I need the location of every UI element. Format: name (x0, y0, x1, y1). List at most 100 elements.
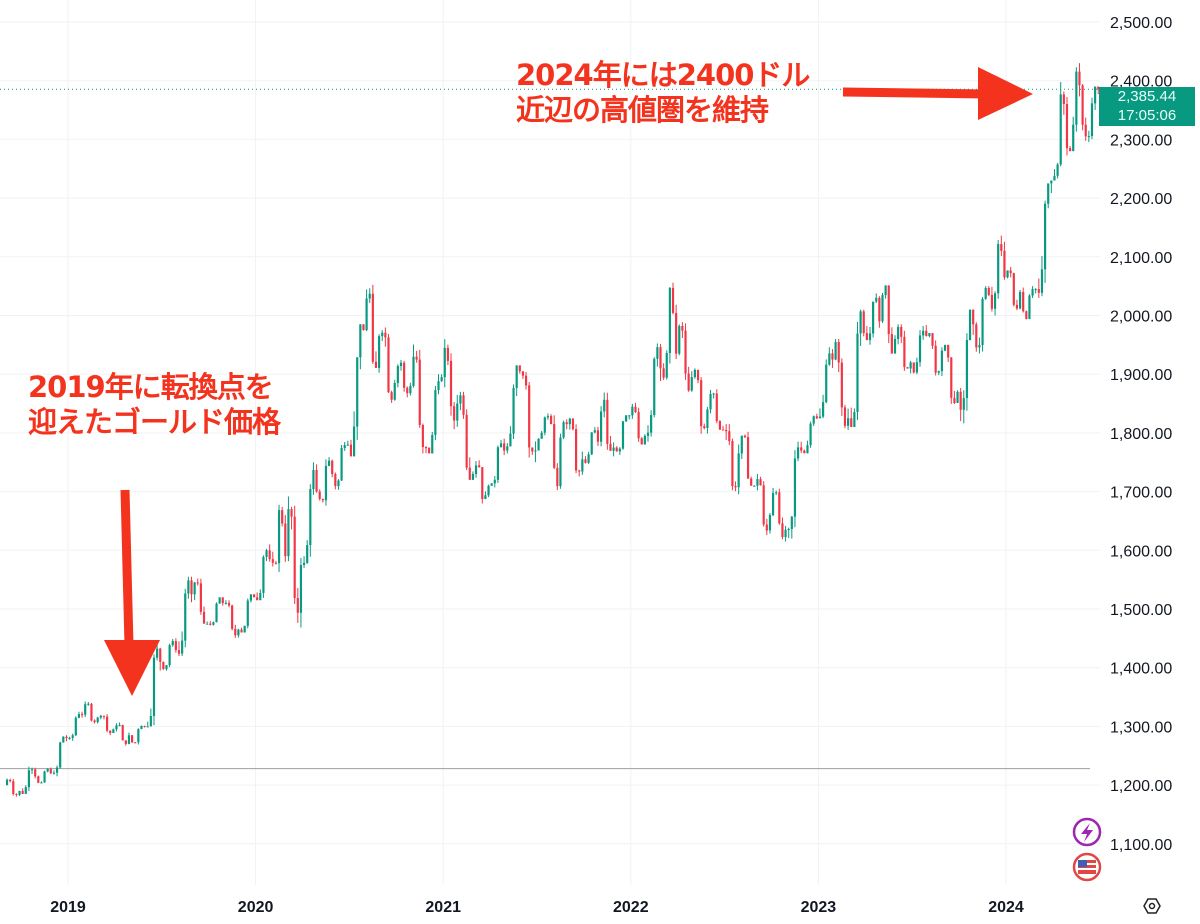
time-axis[interactable]: 2019 2020 2021 2022 2023 2024 (50, 899, 1024, 916)
candle (893, 338, 897, 354)
candle (231, 605, 234, 629)
candle (62, 736, 65, 743)
candle (12, 781, 15, 795)
candle (18, 790, 21, 795)
candle (771, 492, 775, 516)
candle (234, 628, 237, 636)
candle (984, 287, 987, 299)
candle (928, 333, 931, 337)
y-tick-label: 1,900.00 (1110, 367, 1172, 384)
candle (962, 398, 965, 410)
candle (459, 395, 462, 404)
candle (468, 467, 471, 480)
candle (665, 353, 668, 378)
candle (84, 704, 87, 715)
candle (221, 597, 224, 604)
candle (227, 602, 231, 606)
candle (878, 297, 881, 322)
candle (890, 334, 893, 354)
candle (1050, 180, 1053, 184)
candle (349, 444, 353, 457)
candle (202, 611, 206, 624)
candle (168, 645, 171, 666)
candle (947, 344, 950, 358)
candle (556, 467, 559, 487)
candle (212, 622, 215, 625)
candle (112, 729, 115, 733)
candle (493, 479, 496, 484)
candle (518, 365, 521, 372)
y-tick-label: 2,300.00 (1110, 132, 1172, 149)
x-tick-label: 2019 (50, 899, 86, 916)
candle (653, 358, 656, 415)
candle (900, 326, 903, 337)
candle (706, 409, 709, 429)
candle (296, 598, 299, 613)
candle (503, 443, 506, 451)
candle (918, 335, 922, 363)
candle (818, 416, 822, 419)
settings-hexagon-icon[interactable] (1143, 898, 1161, 914)
candle (243, 625, 246, 633)
candle (265, 550, 268, 557)
candle (440, 377, 443, 382)
y-tick-label: 2,200.00 (1110, 191, 1172, 208)
candle (728, 431, 731, 442)
x-tick-label: 2024 (988, 899, 1024, 916)
candle (55, 767, 59, 773)
candle (590, 432, 593, 455)
candle (281, 510, 284, 524)
price-axis[interactable]: 1,100.00 1,200.00 1,300.00 1,400.00 1,500.00… (1110, 15, 1172, 854)
y-tick-label: 2,000.00 (1110, 309, 1172, 326)
candle (834, 342, 837, 360)
x-tick-label: 2020 (238, 899, 274, 916)
candle (912, 362, 915, 373)
candle (384, 332, 387, 338)
candle (937, 371, 940, 373)
candle (543, 417, 546, 433)
candle (574, 429, 578, 471)
candle (181, 640, 184, 654)
candle (803, 450, 806, 454)
candle (546, 416, 550, 418)
candle (553, 424, 556, 468)
candle (781, 523, 784, 538)
lightning-icon[interactable] (1072, 817, 1102, 847)
candle (790, 516, 793, 529)
candle (646, 432, 650, 436)
candle (853, 412, 856, 428)
candle (434, 390, 437, 435)
candle (690, 377, 693, 391)
candle (775, 492, 778, 494)
y-tick-label: 1,200.00 (1110, 778, 1172, 795)
candle (115, 725, 118, 730)
candle (465, 414, 468, 468)
candle (478, 465, 481, 468)
candle (209, 623, 212, 625)
candle (515, 365, 518, 388)
candle (21, 790, 24, 794)
candle (99, 715, 102, 718)
candle (159, 648, 162, 662)
candle (1084, 124, 1087, 137)
candle (287, 509, 290, 557)
candle (631, 406, 634, 416)
candle (431, 434, 434, 454)
candle (768, 515, 772, 531)
candle (643, 435, 646, 445)
candle (703, 426, 706, 429)
us-flag-icon[interactable] (1072, 852, 1102, 882)
grid (0, 0, 1100, 885)
candle (393, 383, 396, 400)
candle (668, 288, 671, 354)
candle (1059, 94, 1062, 165)
candle (512, 387, 515, 434)
candle (143, 725, 146, 727)
candle (1025, 311, 1028, 319)
candle (15, 794, 18, 796)
candle (40, 782, 43, 784)
candle (581, 459, 584, 472)
candle (800, 447, 803, 451)
candle (43, 771, 46, 783)
